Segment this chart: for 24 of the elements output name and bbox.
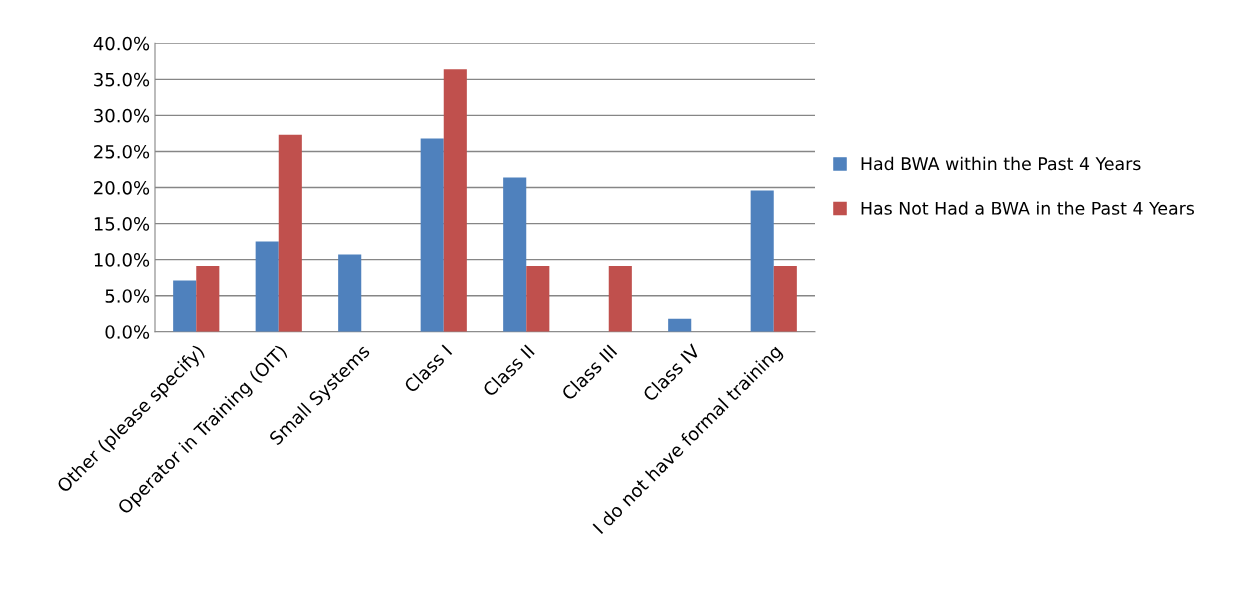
y-tick-label: 30.0%	[94, 108, 150, 123]
legend-label: Has Not Had a BWA in the Past 4 Years	[861, 201, 1195, 215]
y-tick-label: 25.0%	[94, 144, 150, 159]
y-tick-label: 40.0%	[93, 36, 150, 51]
y-tick-label: 5.0%	[105, 289, 150, 303]
y-tick-label: 0.0%	[105, 325, 150, 339]
bar	[196, 266, 220, 332]
bar	[668, 318, 692, 332]
y-tick-label: 35.0%	[94, 72, 150, 87]
bar	[338, 254, 362, 332]
bar	[420, 138, 444, 332]
y-tick-label: 15.0%	[94, 217, 150, 231]
bar	[443, 69, 467, 332]
bar	[173, 280, 197, 332]
bar	[255, 241, 279, 332]
bar	[750, 190, 774, 332]
bar	[526, 266, 550, 332]
y-tick-label: 20.0%	[94, 180, 150, 195]
y-tick-label: 10.0%	[94, 253, 150, 267]
bar	[278, 134, 302, 332]
bar	[608, 266, 632, 332]
legend-label: Had BWA within the Past 4 Years	[861, 156, 1141, 171]
bar	[503, 177, 527, 332]
bar	[773, 266, 797, 332]
